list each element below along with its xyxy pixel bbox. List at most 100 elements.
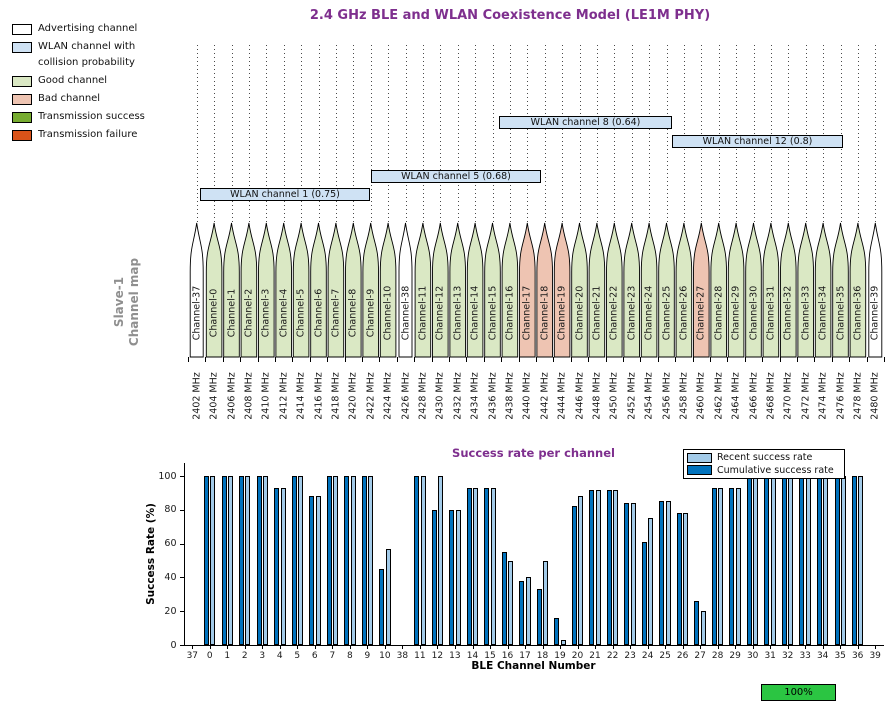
x-tick-label: 5 (294, 651, 301, 661)
bar-cumulative (256, 476, 262, 645)
dotted-gridline (649, 45, 651, 222)
ble-channel-shape-channel-34 (814, 222, 832, 358)
dotted-gridline (840, 45, 842, 222)
dotted-gridline (666, 45, 668, 222)
bar-cumulative (274, 487, 280, 645)
frequency-axis-tick (623, 357, 624, 362)
x-axis-tick (227, 646, 229, 649)
legend-swatch-wlan (12, 42, 32, 53)
bar-recent (420, 476, 426, 645)
bar-cumulative (344, 476, 350, 645)
bar-recent (858, 476, 864, 645)
recent-series-label: Recent success rate (717, 452, 813, 464)
y-axis (183, 463, 185, 646)
dotted-gridline (788, 45, 790, 222)
legend-swatch-bad (12, 94, 32, 105)
dotted-gridline (823, 45, 825, 222)
x-tick-label: 38 (396, 651, 409, 661)
x-tick-label: 8 (347, 651, 353, 661)
frequency-axis-tick (779, 357, 781, 362)
success-rate-chart: 0 20 40 60 80 100 37 0 1 2 3 4 5 6 7 8 9 10 38 11 12 13 14 15 16… (0, 440, 896, 680)
bar-cumulative (361, 476, 367, 645)
frequency-axis-tick (536, 357, 537, 362)
x-tick-label: 14 (466, 651, 479, 661)
bar-cumulative (414, 476, 420, 645)
bar-recent (385, 548, 391, 645)
bar-recent (280, 487, 286, 645)
ble-channel-shape-channel-16 (501, 222, 519, 358)
x-tick-label: 17 (519, 651, 531, 661)
bar-cumulative (799, 476, 805, 645)
x-axis-tick (192, 646, 194, 649)
x-axis-tick (262, 646, 264, 649)
x-axis-tick (367, 646, 369, 649)
dotted-gridline (527, 45, 529, 222)
x-axis-tick (542, 646, 544, 649)
frequency-axis-tick (379, 357, 381, 362)
wlan-overlay-box: WLAN channel 1 (0.75) (200, 188, 370, 201)
bar-cumulative (466, 487, 472, 645)
x-tick-label: 11 (414, 651, 426, 661)
bar-recent (438, 476, 444, 645)
ble-channel-shape-channel-28 (710, 222, 727, 358)
legend-label-wlan: WLAN channel with collision probability (38, 41, 136, 68)
y-axis-tick (179, 577, 184, 579)
ble-channel-shape-channel-13 (449, 222, 466, 358)
dotted-gridline (266, 45, 268, 222)
bar-recent (613, 489, 619, 645)
x-tick-label: 27 (694, 651, 706, 661)
y-tick-label: 40 (164, 571, 177, 583)
bar-recent (788, 476, 794, 645)
legend-swatch-good (12, 76, 32, 87)
x-axis-tick (717, 646, 719, 649)
y-tick-label: 0 (170, 639, 177, 651)
recent-series-swatch (687, 452, 712, 463)
dotted-gridline (631, 45, 633, 222)
ble-channel-shape-channel-32 (780, 222, 797, 358)
bar-recent (735, 487, 741, 645)
bar-recent (718, 487, 724, 645)
wlan-overlay-box: WLAN channel 12 (0.8) (672, 135, 843, 148)
bar-cumulative (589, 489, 595, 645)
x-axis-tick (490, 646, 491, 649)
frequency-axis-tick (866, 357, 868, 362)
bar-recent (823, 476, 829, 645)
frequency-axis-tick (414, 357, 416, 362)
x-axis-tick (472, 646, 474, 649)
x-tick-label: 9 (364, 651, 371, 661)
bar-recent (805, 476, 811, 645)
dotted-gridline (805, 45, 807, 222)
bar-recent (543, 560, 549, 645)
x-tick-label: 39 (869, 651, 881, 661)
bar-cumulative (711, 487, 717, 645)
y-tick-label: 20 (164, 605, 177, 617)
bar-cumulative (817, 476, 823, 645)
x-tick-label: 26 (676, 651, 689, 661)
x-tick-label: 24 (641, 651, 654, 661)
bar-recent (455, 509, 461, 645)
frequency-axis-tick (327, 357, 329, 362)
status-badge: 100% (761, 684, 836, 701)
x-axis-tick (507, 646, 509, 649)
ble-channel-shape-channel-25 (658, 222, 675, 358)
bar-recent (315, 496, 321, 645)
y-axis-tick (179, 611, 184, 613)
bar-cumulative (326, 476, 332, 645)
legend-label-advertising: Advertising channel (38, 23, 138, 34)
bar-recent (210, 476, 216, 645)
frequency-axis-tick (640, 357, 642, 362)
y-axis-tick (179, 645, 184, 646)
ble-channel-shape-channel-7 (327, 222, 345, 358)
bar-cumulative (536, 589, 542, 645)
x-tick-label: 6 (311, 651, 318, 661)
ble-channel-shape-channel-38 (398, 222, 413, 358)
bar-recent (333, 476, 339, 645)
x-tick-label: 23 (624, 651, 636, 661)
frequency-axis-tick (344, 357, 346, 362)
x-tick-label: 25 (659, 651, 671, 661)
bar-recent (560, 639, 566, 645)
dotted-gridline (248, 45, 250, 222)
ble-channel-shape-channel-26 (675, 222, 693, 358)
frequency-axis-tick (657, 357, 659, 362)
dotted-gridline (544, 45, 546, 222)
